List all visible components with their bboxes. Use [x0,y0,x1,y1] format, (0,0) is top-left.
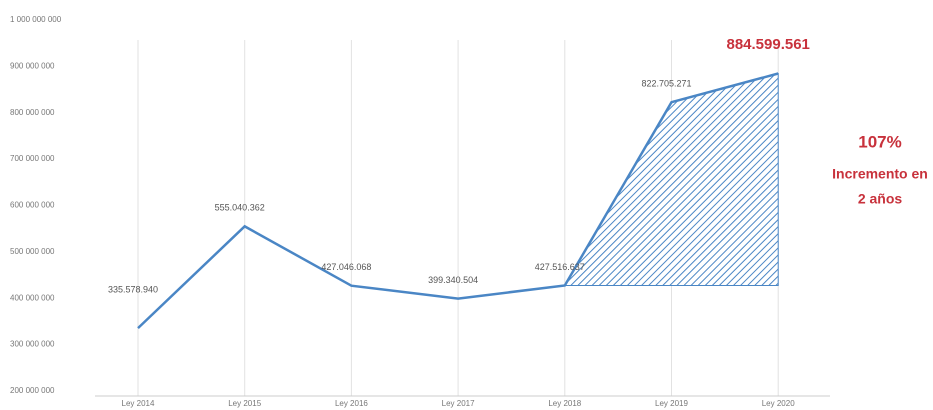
y-tick-label: 600 000 000 [10,201,55,210]
y-tick-label: 400 000 000 [10,293,55,302]
x-tick-label: Ley 2014 [122,399,155,408]
y-tick-label: 900 000 000 [10,61,55,70]
annotation: 2 años [858,191,903,207]
x-tick-label: Ley 2018 [548,399,581,408]
annotation: Incremento en [832,166,928,182]
value-label: 822.705.271 [641,79,691,89]
value-label: 427.516.637 [535,262,585,272]
x-tick-label: Ley 2015 [228,399,261,408]
line [137,72,779,330]
x-tick-label: Ley 2020 [762,399,795,408]
annotation: 107% [858,132,901,151]
value-label: 555.040.362 [215,203,265,213]
highlight-label: 884.599.561 [726,36,809,53]
x-tick-label: Ley 2019 [655,399,688,408]
x-tick-label: Ley 2017 [442,399,475,408]
value-label: 399.340.504 [428,275,478,285]
x-tick-label: Ley 2016 [335,399,368,408]
y-tick-label: 300 000 000 [10,340,55,349]
y-tick-label: 800 000 000 [10,108,55,117]
y-tick-label: 700 000 000 [10,154,55,163]
y-tick-label: 1 000 000 000 [10,15,62,24]
value-label: 427.046.068 [321,262,371,272]
value-label: 335.578.940 [108,285,158,295]
y-tick-label: 500 000 000 [10,247,55,256]
y-tick-label: 200 000 000 [10,386,55,395]
